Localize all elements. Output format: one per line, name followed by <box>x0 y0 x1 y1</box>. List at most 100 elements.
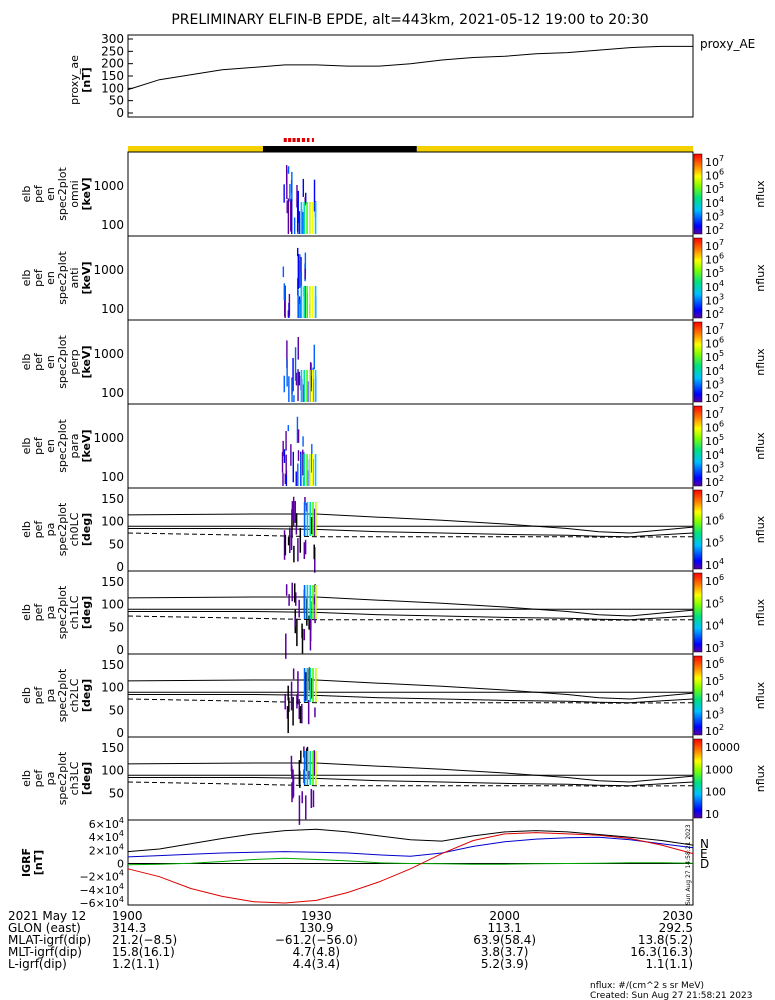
axis-row-value: 1930 <box>301 909 332 923</box>
spec_panels-ylabel: elb <box>20 438 33 455</box>
spec_panels-ylabel: [keV] <box>80 177 93 210</box>
pitch-angle-cell <box>314 547 316 573</box>
spectrogram-ytick: 1000 <box>93 263 124 277</box>
axis-row-value: 4.4(3.4) <box>293 957 341 971</box>
spectrogram-cell <box>302 436 304 447</box>
pitch-angle-ytick: 100 <box>101 764 124 778</box>
pitch-angle-cell <box>306 585 309 619</box>
pitch-angle-ytick: 50 <box>109 620 124 634</box>
axis-row-value: 63.9(58.4) <box>473 933 536 947</box>
proxy-ae-ylabel-2: [nT] <box>80 67 93 92</box>
spectrogram-cell <box>314 202 317 234</box>
pitch-angle-ytick: 150 <box>101 492 124 506</box>
pitch-angle-cell <box>295 524 298 535</box>
spectrogram-cell <box>297 450 300 461</box>
igrf-ylabel: [nT] <box>32 850 45 875</box>
spectrogram-cell <box>297 429 300 443</box>
spectrogram-cell <box>287 198 290 234</box>
axis-row-label: GLON (east) <box>8 921 81 935</box>
pa_panels-ylabel: elb <box>20 687 33 704</box>
pitch-angle-ytick: 0 <box>116 643 124 657</box>
pitch-angle-cell <box>293 545 295 563</box>
spectrogram-cell <box>300 202 303 234</box>
spectrogram-cell <box>288 376 290 402</box>
pitch-angle-cell <box>285 633 287 659</box>
pitch-angle-cell <box>308 667 311 691</box>
spectrogram-cell <box>303 370 306 402</box>
pitch-angle-panel: elb pef pa spec2plot ch3LC [deg] 150 100 50 10000… <box>20 736 767 825</box>
pa_panels-ylabel: spec2plot <box>56 585 69 639</box>
axis-row-value: 292.5 <box>659 921 693 935</box>
spec_panels-ylabel: pef <box>32 268 45 287</box>
pa_panels-ylabel: pef <box>32 686 45 705</box>
anti-loss-cone-line <box>128 777 694 787</box>
pitch-angle-cell <box>291 782 293 803</box>
spectrogram-cell <box>303 286 306 318</box>
pitch-angle-ytick: 150 <box>101 741 124 755</box>
pitch-angle-cell <box>313 596 316 605</box>
spectrogram-cell <box>314 370 317 402</box>
igrf-ytick: −4×104 <box>79 882 124 897</box>
pa_panels-cbar-tick: 104 <box>705 557 724 572</box>
spectrogram-frame <box>127 235 694 321</box>
spectrogram-cell <box>305 192 307 204</box>
spectrogram-cell <box>285 470 288 486</box>
spectrogram-cell <box>291 378 293 402</box>
spec_panels-cbar-label: nflux <box>754 432 767 460</box>
spectrogram-cell <box>284 285 286 318</box>
spectrogram-ytick: 1000 <box>93 179 124 193</box>
science-zone-red-mark <box>283 138 287 142</box>
pitch-angle-cell <box>298 760 301 785</box>
axis-row-value: 1.1(1.1) <box>645 957 693 971</box>
spectrogram-cell <box>313 179 316 212</box>
pitch-angle-ytick: 150 <box>101 658 124 672</box>
igrf-legend-E: E <box>700 847 708 861</box>
proxy-ae-ytick: 200 <box>101 57 124 71</box>
spectrogram-cell <box>289 183 291 202</box>
spectrogram-cell <box>313 344 315 370</box>
spectrogram-cell <box>287 425 289 432</box>
pitch-angle-cell <box>292 668 295 680</box>
pa_panels-cbar-tick: 104 <box>705 618 724 633</box>
science-zone-red-mark <box>292 138 296 142</box>
spectrogram-cell <box>297 369 299 402</box>
pa_panels-ylabel: pa <box>44 523 57 537</box>
axis-row-value: 130.9 <box>299 921 333 935</box>
spectrogram-cell <box>303 454 306 486</box>
pitch-angle-cell <box>315 502 317 536</box>
pa_panels-cbar-label: nflux <box>754 515 767 543</box>
spectrogram-cell <box>304 252 307 274</box>
pitch-angle-cell <box>303 542 306 559</box>
pitch-angle-cell <box>288 594 290 606</box>
science-zone-yellow <box>416 146 693 152</box>
spec_panels-ylabel: [keV] <box>80 345 93 378</box>
spectrogram-panel: elb pef en spec2plot omni [keV] 10001001071061… <box>20 151 767 237</box>
spectrogram-cell <box>293 395 295 402</box>
spectrogram-cell <box>291 171 293 201</box>
pitch-angle-cell <box>294 501 297 523</box>
axis-row-value: 4.7(4.8) <box>293 945 341 959</box>
spectrogram-cell <box>311 202 314 234</box>
pitch-angle-ytick: 100 <box>101 681 124 695</box>
spectrogram-cell <box>292 451 294 483</box>
igrf-line-D <box>127 832 694 904</box>
spectrogram-frame <box>127 319 694 405</box>
spectrogram-cell <box>298 371 300 386</box>
pa_panels-colorbar <box>693 489 703 570</box>
spectrogram-cell <box>283 283 285 301</box>
axis-table: 2021 May 12 1900 1930 2000 2030 GLON (east) 31… <box>8 909 693 971</box>
pitch-angle-panel: elb pef pa spec2plot ch1LC [deg] 150 100 50 0 106 1… <box>20 570 767 659</box>
pitch-angle-panel: elb pef pa spec2plot ch2LC [deg] 150 100 50 0 106 1… <box>20 653 767 740</box>
pitch-angle-cell <box>303 585 306 619</box>
proxy-ae-ytick: 0 <box>116 106 124 120</box>
pitch-angle-panel: elb pef pa spec2plot ch0LC [deg] 150 100 50 0 107 1… <box>20 487 767 574</box>
science-zone-red-mark <box>296 138 301 142</box>
pitch-angle-cell <box>303 629 306 641</box>
proxy-ae-ytick: 300 <box>101 32 124 46</box>
pa_panels-ylabel: elb <box>20 770 33 787</box>
pitch-angle-cell <box>312 668 314 702</box>
spectrogram-cell <box>299 254 301 274</box>
spectrogram-cell <box>286 200 288 214</box>
pa_panels-ylabel: elb <box>20 604 33 621</box>
science-zone-red-mark <box>301 138 306 142</box>
